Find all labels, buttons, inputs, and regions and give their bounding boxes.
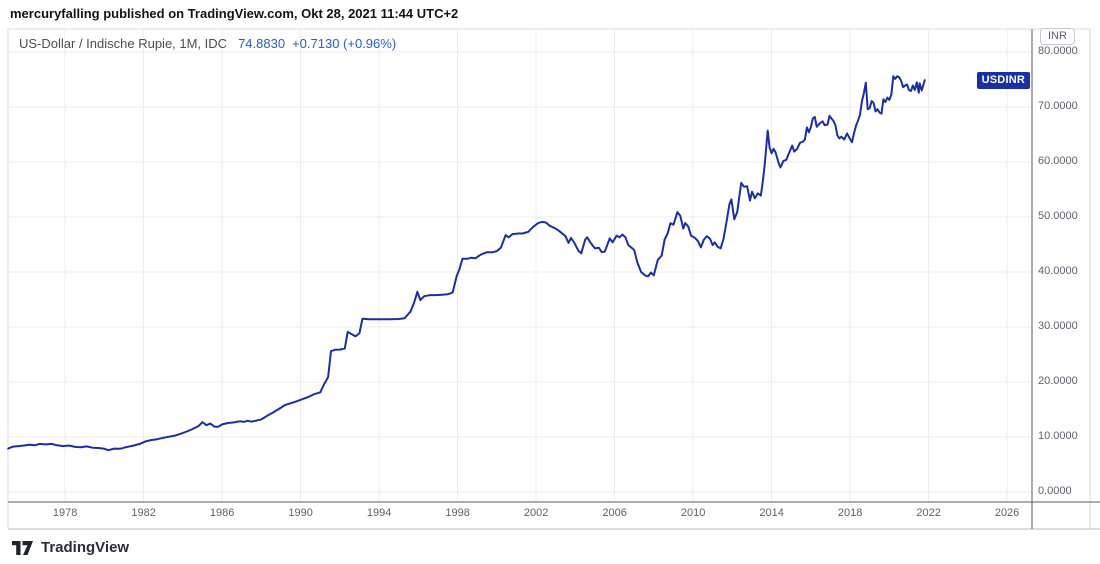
price-axis-label: 80.0000	[1038, 45, 1078, 57]
time-axis-label: 1986	[209, 507, 235, 519]
price-axis-label: 10.0000	[1038, 430, 1078, 442]
time-axis-label: 1982	[131, 507, 156, 519]
time-axis-label: 2014	[759, 507, 784, 519]
price-axis-label: 50.0000	[1038, 210, 1078, 222]
price-line-series	[7, 75, 926, 452]
brand-name[interactable]: TradingView	[41, 539, 130, 556]
price-axis-label: 70.0000	[1038, 100, 1078, 112]
time-axis-label: 2002	[523, 507, 549, 519]
time-axis-label: 1998	[445, 507, 470, 519]
price-axis-label: 40.0000	[1038, 265, 1078, 277]
price-axis-label: 30.0000	[1038, 320, 1078, 332]
symbol-price-badge[interactable]: USDINR	[976, 72, 1030, 89]
time-axis-label: 2018	[837, 507, 863, 519]
price-change: +0.7130 (+0.96%)	[292, 36, 397, 51]
time-axis-label: 1994	[366, 507, 392, 519]
time-axis-label: 2022	[916, 507, 941, 519]
time-axis-label: 2006	[602, 507, 627, 519]
price-axis-label: 20.0000	[1038, 375, 1078, 387]
time-axis-label: 2010	[680, 507, 706, 519]
tradingview-logo-icon[interactable]	[12, 540, 33, 555]
last-price: 74.8830	[238, 36, 286, 51]
price-axis-label: 60.0000	[1038, 155, 1078, 167]
time-axis-label: 2026	[994, 507, 1020, 519]
footer: TradingView	[12, 539, 129, 556]
time-axis-label: 1978	[52, 507, 78, 519]
time-axis-label: 1990	[288, 507, 313, 519]
chart-legend: US-Dollar / Indische Rupie, 1M, IDC 74.88…	[19, 36, 396, 51]
price-axis-label: 0.0000	[1038, 485, 1072, 497]
symbol-title[interactable]: US-Dollar / Indische Rupie, 1M, IDC	[19, 36, 228, 51]
attribution-text: mercuryfalling published on TradingView.…	[10, 6, 459, 21]
currency-badge[interactable]: INR	[1040, 28, 1075, 45]
